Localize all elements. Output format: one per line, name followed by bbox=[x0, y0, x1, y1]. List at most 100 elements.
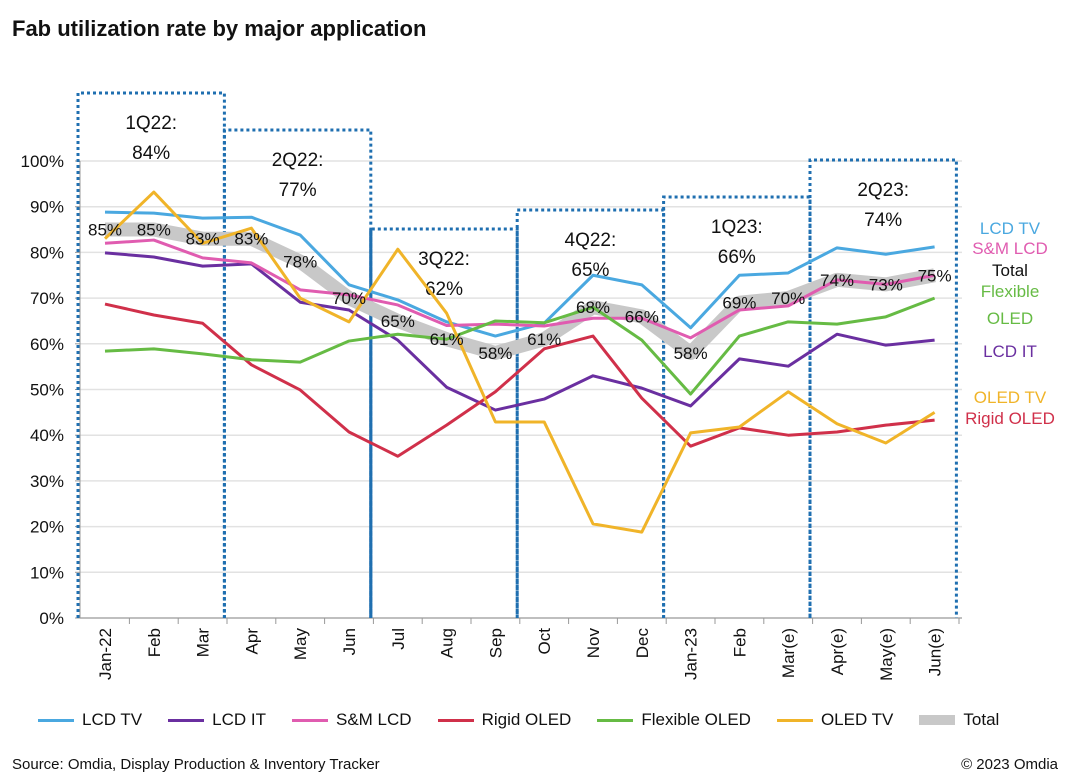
legend-label: S&M LCD bbox=[336, 710, 412, 729]
total-data-label: 58% bbox=[674, 344, 708, 363]
total-data-label: 85% bbox=[137, 221, 171, 240]
legend-item: Total bbox=[919, 710, 999, 730]
y-tick-label: 100% bbox=[21, 152, 64, 171]
total-data-label: 69% bbox=[722, 294, 756, 313]
quarter-label: 1Q23: bbox=[711, 217, 763, 238]
x-tick-label: Jul bbox=[389, 628, 408, 650]
quarter-label: 4Q22: bbox=[565, 230, 617, 251]
series-line-s-m-lcd bbox=[104, 238, 935, 340]
total-data-label: 66% bbox=[625, 307, 659, 326]
series-line-flexible-oled bbox=[104, 296, 936, 396]
series-end-label: OLED bbox=[987, 309, 1033, 328]
y-tick-label: 10% bbox=[30, 563, 64, 582]
y-tick-label: 40% bbox=[30, 426, 64, 445]
series-end-label: Total bbox=[992, 261, 1028, 280]
legend-item: LCD TV bbox=[38, 710, 142, 730]
legend-label: OLED TV bbox=[820, 710, 894, 729]
series-line-lcd-it bbox=[104, 251, 935, 412]
x-tick-label: Jan-22 bbox=[96, 628, 115, 680]
x-tick-label: Apr(e) bbox=[828, 628, 847, 675]
quarter-box bbox=[222, 128, 373, 618]
series-end-label: OLED TV bbox=[974, 388, 1047, 407]
total-data-label: 73% bbox=[869, 275, 903, 294]
quarter-label: 1Q22: bbox=[125, 113, 177, 134]
total-data-label: 83% bbox=[234, 230, 268, 249]
legend-label: LCD IT bbox=[212, 710, 266, 729]
y-tick-label: 20% bbox=[30, 518, 64, 537]
y-tick-label: 90% bbox=[30, 198, 64, 217]
x-tick-label: Nov bbox=[584, 628, 603, 659]
quarter-label: 2Q23: bbox=[857, 180, 909, 201]
y-tick-label: 80% bbox=[30, 243, 64, 262]
quarter-box bbox=[662, 195, 812, 618]
source-note: Source: Omdia, Display Production & Inve… bbox=[12, 756, 380, 773]
series-end-label: LCD IT bbox=[983, 342, 1037, 361]
x-tick-label: Jan-23 bbox=[682, 628, 701, 680]
series-end-label: Flexible bbox=[981, 282, 1040, 301]
total-data-label: 58% bbox=[478, 344, 512, 363]
y-tick-label: 70% bbox=[30, 289, 64, 308]
quarter-box bbox=[76, 91, 226, 618]
quarter-value: 77% bbox=[279, 180, 317, 201]
x-tick-label: Dec bbox=[633, 628, 652, 659]
y-tick-label: 30% bbox=[30, 472, 64, 491]
legend-swatch bbox=[38, 718, 74, 722]
total-data-label: 78% bbox=[283, 253, 317, 272]
legend-item: Flexible OLED bbox=[597, 710, 751, 730]
x-tick-label: Jun bbox=[340, 628, 359, 655]
legend-swatch bbox=[168, 718, 205, 722]
legend-swatch bbox=[597, 718, 634, 722]
x-tick-label: Mar bbox=[194, 628, 213, 658]
total-data-label: 70% bbox=[771, 289, 805, 308]
x-tick-label: May bbox=[291, 628, 310, 661]
quarter-value: 74% bbox=[864, 210, 902, 231]
legend-label: Total bbox=[963, 710, 1000, 729]
x-tick-label: Jun(e) bbox=[926, 628, 945, 676]
chart-title: Fab utilization rate by major applicatio… bbox=[12, 16, 427, 41]
quarter-value: 62% bbox=[425, 279, 463, 300]
legend-item: Rigid OLED bbox=[437, 710, 571, 730]
y-tick-label: 60% bbox=[30, 335, 64, 354]
x-tick-label: Aug bbox=[438, 628, 457, 658]
total-data-label: 65% bbox=[381, 312, 415, 331]
series-end-label: Rigid OLED bbox=[965, 409, 1055, 428]
total-data-label: 61% bbox=[527, 330, 561, 349]
total-data-label: 68% bbox=[576, 298, 610, 317]
total-data-label: 70% bbox=[332, 289, 366, 308]
legend-swatch bbox=[919, 715, 956, 725]
copyright: © 2023 Omdia bbox=[961, 756, 1058, 773]
series-end-label: LCD TV bbox=[980, 219, 1041, 238]
x-tick-label: May(e) bbox=[877, 628, 896, 681]
series-end-label: S&M LCD bbox=[972, 239, 1048, 258]
quarter-value: 84% bbox=[132, 143, 170, 164]
legend-item: OLED TV bbox=[776, 710, 894, 730]
series-line-lcd-tv bbox=[104, 210, 935, 338]
total-data-label: 75% bbox=[918, 266, 952, 285]
x-tick-label: Oct bbox=[535, 628, 554, 655]
quarter-label: 3Q22: bbox=[418, 249, 470, 270]
legend-swatch bbox=[292, 718, 328, 722]
series-line-oled-tv bbox=[103, 190, 936, 534]
quarter-value: 66% bbox=[718, 247, 756, 268]
x-tick-label: Feb bbox=[730, 628, 749, 657]
legend-item: S&M LCD bbox=[292, 710, 412, 730]
quarter-box bbox=[808, 158, 958, 618]
legend-label: Flexible OLED bbox=[641, 710, 751, 729]
legend-swatch bbox=[776, 718, 813, 722]
total-data-label: 85% bbox=[88, 221, 122, 240]
legend-item: LCD IT bbox=[168, 710, 266, 730]
legend: LCD TV LCD IT S&M LCD Rigid OLED Flexible OL… bbox=[38, 710, 999, 730]
x-tick-label: Sep bbox=[486, 628, 505, 658]
y-tick-label: 0% bbox=[39, 609, 64, 628]
x-tick-label: Apr bbox=[242, 628, 261, 655]
legend-label: LCD TV bbox=[82, 710, 143, 729]
x-tick-label: Mar(e) bbox=[779, 628, 798, 678]
total-data-label: 83% bbox=[186, 230, 220, 249]
total-data-label: 74% bbox=[820, 271, 854, 290]
quarter-label: 2Q22: bbox=[272, 150, 324, 171]
legend-swatch bbox=[437, 718, 474, 722]
y-tick-label: 50% bbox=[30, 381, 64, 400]
series-line-total bbox=[105, 222, 936, 360]
